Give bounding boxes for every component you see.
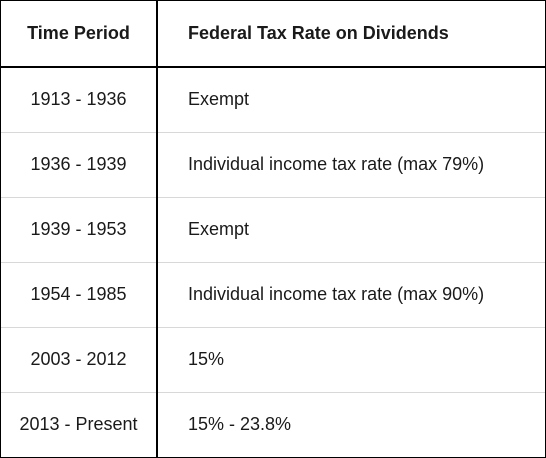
cell-tax-rate: 15%	[157, 326, 545, 392]
header-time-period: Time Period	[1, 1, 158, 68]
cell-time-period: 1954 - 1985	[1, 261, 158, 327]
table-row: 1954 - 1985 Individual income tax rate (…	[1, 261, 545, 327]
table-row: 1939 - 1953 Exempt	[1, 196, 545, 262]
cell-time-period: 1936 - 1939	[1, 131, 158, 197]
cell-time-period: 1939 - 1953	[1, 196, 158, 262]
table-row: 2013 - Present 15% - 23.8%	[1, 391, 545, 457]
cell-tax-rate: Individual income tax rate (max 79%)	[157, 131, 545, 197]
table-row: 2003 - 2012 15%	[1, 326, 545, 392]
header-tax-rate: Federal Tax Rate on Dividends	[157, 1, 545, 68]
cell-time-period: 2013 - Present	[1, 391, 158, 457]
cell-tax-rate: Exempt	[157, 196, 545, 262]
cell-time-period: 2003 - 2012	[1, 326, 158, 392]
cell-tax-rate: 15% - 23.8%	[157, 391, 545, 457]
header-row: Time Period Federal Tax Rate on Dividend…	[1, 1, 545, 68]
cell-time-period: 1913 - 1936	[1, 67, 158, 132]
cell-tax-rate: Individual income tax rate (max 90%)	[157, 261, 545, 327]
cell-tax-rate: Exempt	[188, 89, 250, 110]
table-row: 1913 - 1936 Exempt	[1, 67, 545, 132]
table-row: 1936 - 1939 Individual income tax rate (…	[1, 131, 545, 197]
